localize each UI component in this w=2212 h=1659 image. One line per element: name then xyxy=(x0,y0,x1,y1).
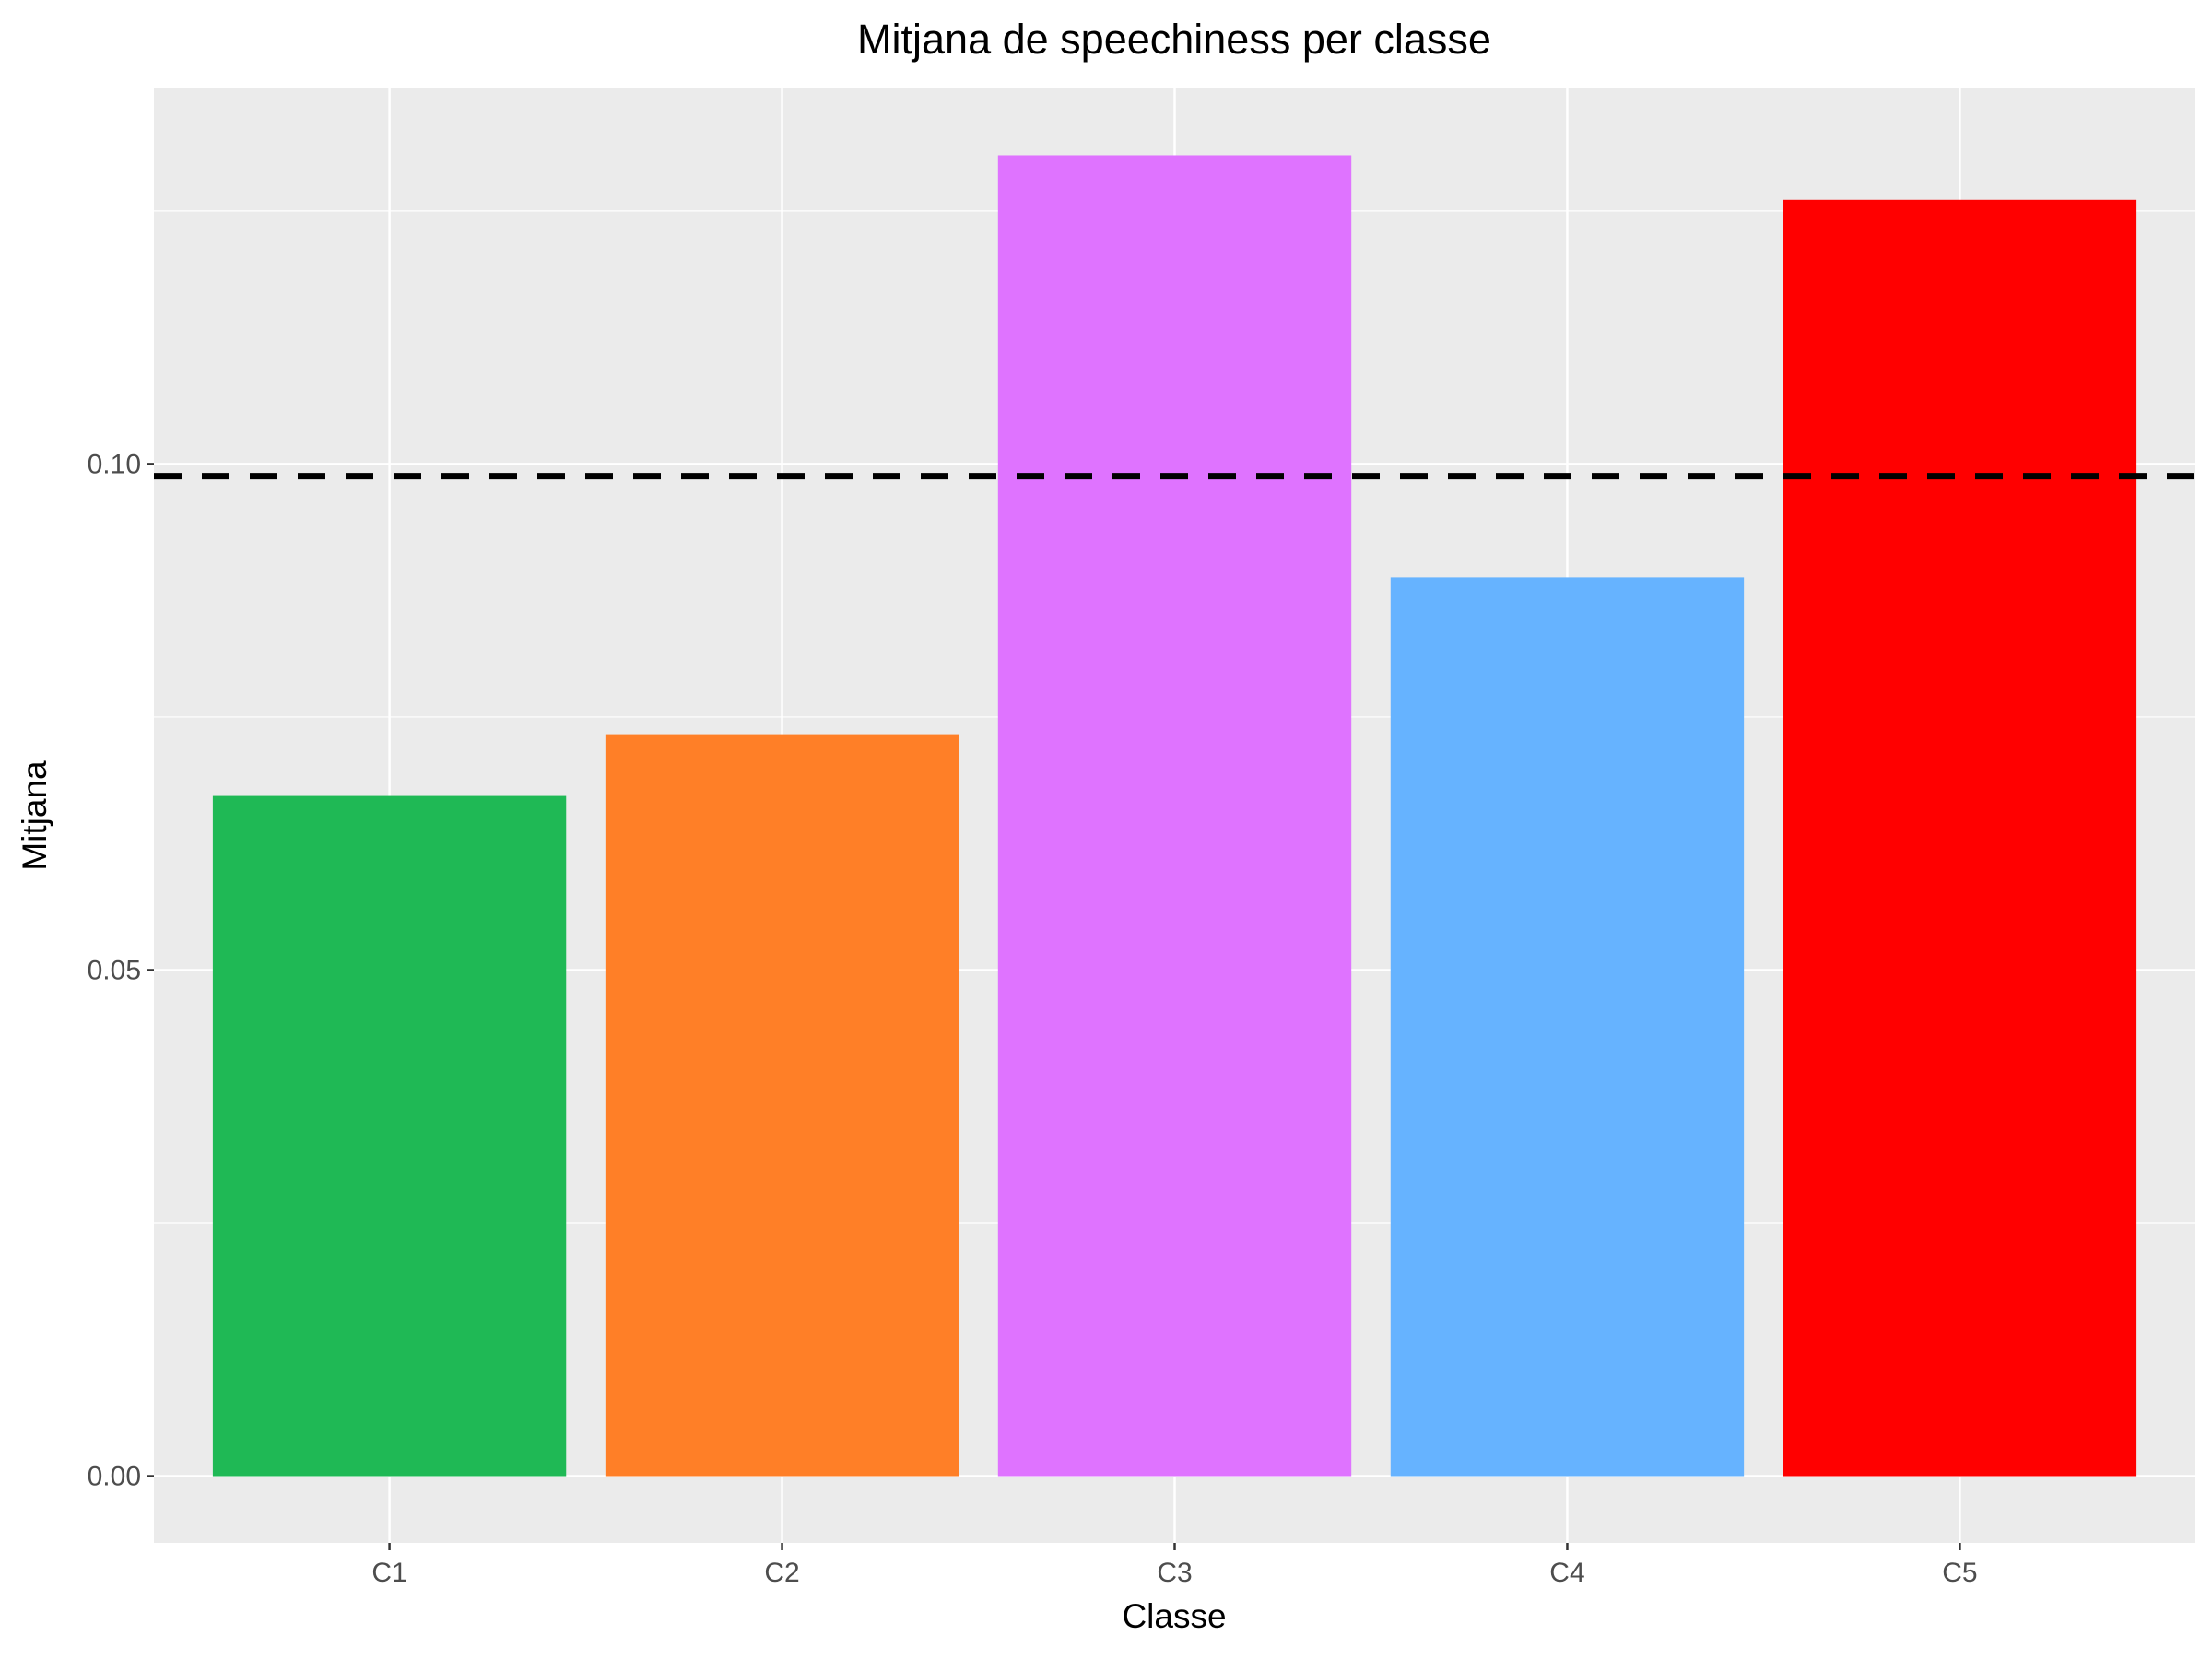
x-axis: C1 C2 C3 C4 C5 xyxy=(371,1543,1978,1588)
bar-c5 xyxy=(1783,199,2137,1477)
bar-c1 xyxy=(212,795,567,1477)
x-tick-label-c4: C4 xyxy=(1549,1558,1584,1588)
y-tick-label: 0.05 xyxy=(88,955,141,985)
y-tick-label: 0.10 xyxy=(88,449,141,479)
bar-c4 xyxy=(1390,577,1745,1477)
bar-c3 xyxy=(997,155,1352,1477)
x-tick-label-c1: C1 xyxy=(371,1558,406,1588)
x-tick-label-c2: C2 xyxy=(764,1558,799,1588)
bars xyxy=(212,155,2137,1477)
x-tick-label-c3: C3 xyxy=(1157,1558,1192,1588)
x-axis-title: Classe xyxy=(1122,1597,1226,1635)
y-axis: 0.00 0.05 0.10 xyxy=(88,449,154,1492)
x-tick-label-c5: C5 xyxy=(1942,1558,1977,1588)
y-axis-title: Mitjana xyxy=(16,760,53,871)
bar-c2 xyxy=(605,734,959,1477)
y-tick-label: 0.00 xyxy=(88,1462,141,1492)
chart-title: Mitjana de speechiness per classe xyxy=(857,16,1491,63)
